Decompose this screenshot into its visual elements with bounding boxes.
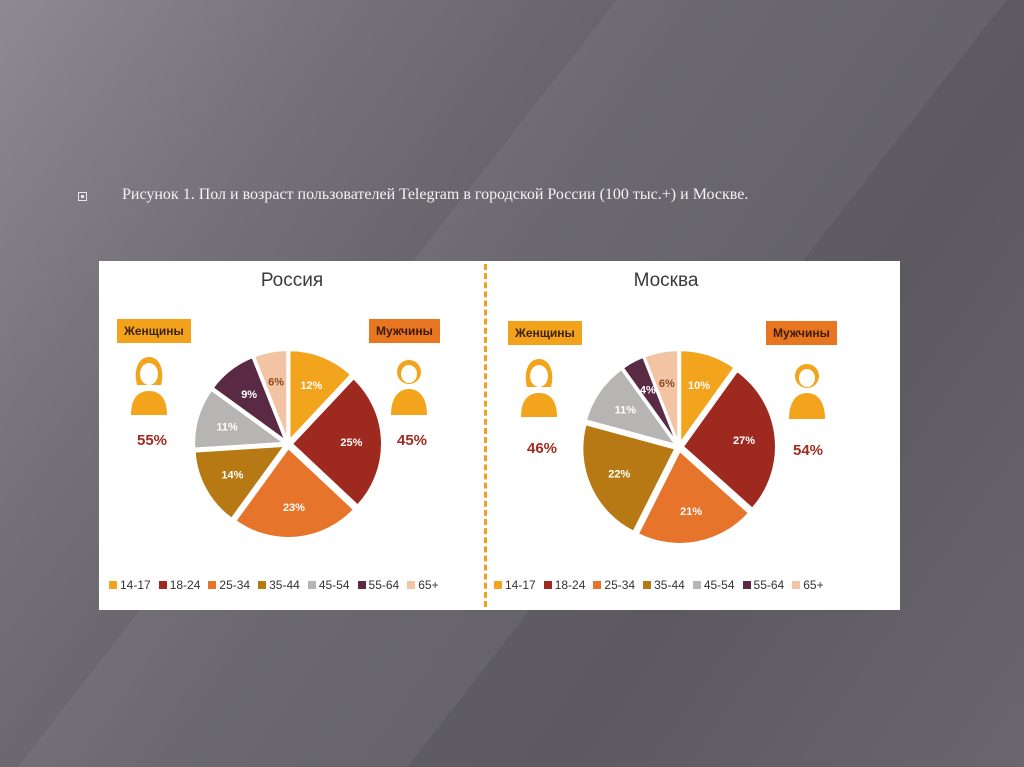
legend-label: 35-44	[654, 578, 685, 592]
legend-item-45-54: 45-54	[692, 578, 735, 592]
pie-slice-label: 9%	[241, 389, 257, 401]
women-percent-moscow: 46%	[527, 440, 558, 457]
legend-label: 55-64	[368, 578, 400, 592]
legend-swatch	[109, 581, 117, 589]
legend-label: 14-17	[120, 578, 151, 592]
pie-slice-label: 11%	[216, 421, 238, 433]
legend-item-35-44: 35-44	[258, 578, 300, 592]
man-icon	[789, 364, 825, 419]
pie-chart-moscow: 10% 27% 21% 22% 11%4%6%	[581, 349, 777, 545]
pie-slice-label: 12%	[300, 380, 322, 392]
pie-slice-14-17	[288, 349, 353, 443]
legend-swatch	[494, 581, 502, 589]
legend-item-45-54: 45-54	[307, 578, 350, 592]
men-percent-russia: 45%	[397, 432, 428, 449]
man-icon	[391, 360, 427, 415]
pie-slice-label: 23%	[283, 502, 305, 514]
legend-swatch	[742, 581, 751, 589]
legend-item-35-44: 35-44	[643, 578, 685, 592]
pie-slice-14-17	[679, 349, 736, 447]
dashed-divider	[484, 264, 487, 607]
legend-item-65+: 65+	[792, 578, 824, 592]
woman-icon	[521, 359, 557, 417]
pie-slice-label: 14%	[221, 470, 243, 482]
legend-item-14-17: 14-17	[494, 578, 536, 592]
legend-swatch	[307, 581, 316, 589]
women-badge-russia: Женщины	[117, 319, 191, 343]
legend-item-65+: 65+	[407, 578, 439, 592]
pie-slice-label: 25%	[340, 437, 362, 449]
pie-slice-65+	[643, 349, 680, 444]
legend-swatch	[208, 581, 217, 589]
legend-label: 35-44	[269, 578, 300, 592]
pie-slice-18-24	[290, 376, 383, 507]
legend-swatch	[792, 581, 801, 589]
figure-image: Россия Женщины Мужчины 55% 45% 12% 25% 23%…	[99, 261, 900, 610]
pie-slice-55-64	[621, 355, 679, 445]
legend-item-18-24: 18-24	[543, 578, 586, 592]
legend-label: 18-24	[554, 578, 586, 592]
men-percent-moscow: 54%	[793, 442, 824, 459]
legend-swatch	[357, 581, 366, 589]
woman-icon	[131, 357, 167, 415]
pie-chart-russia: 12% 25% 23% 14% 11% 9% 6%	[193, 349, 383, 539]
pie-slice-label: 22%	[608, 469, 630, 481]
men-badge-moscow: Мужчины	[766, 321, 837, 345]
legend-item-55-64: 55-64	[357, 578, 400, 592]
pie-slice-label: 6%	[659, 378, 675, 390]
pie-slice-label: 27%	[733, 435, 755, 447]
legend-label: 14-17	[505, 578, 536, 592]
women-percent-russia: 55%	[137, 432, 168, 449]
pie-slice-65+	[252, 349, 289, 441]
pie-slice-label: 6%	[268, 377, 284, 389]
legend-swatch	[692, 581, 701, 589]
chart-title-russia: Россия	[260, 270, 324, 291]
legend-item-14-17: 14-17	[109, 578, 151, 592]
pie-slice-25-34	[636, 449, 751, 545]
legend-item-55-64: 55-64	[742, 578, 785, 592]
legend-item-18-24: 18-24	[158, 578, 201, 592]
legend-item-25-34: 25-34	[593, 578, 635, 592]
figure-caption: Рисунок 1. Пол и возраст пользователей T…	[122, 186, 749, 203]
legend-russia: 14-17 18-24 25-34 35-44 45-54 55-64 65+	[109, 578, 447, 592]
square-bullet-icon	[78, 192, 87, 201]
legend-label: 55-64	[753, 578, 785, 592]
pie-slice-label: 10%	[688, 380, 710, 392]
pie-slice-label: 21%	[680, 506, 702, 518]
caption-line: Рисунок 1. Пол и возраст пользователей T…	[78, 186, 978, 214]
pie-slice-45-54	[584, 367, 679, 447]
legend-moscow: 14-17 18-24 25-34 35-44 45-54 55-64 65+	[494, 578, 832, 592]
legend-swatch	[643, 581, 652, 589]
legend-swatch	[407, 581, 416, 589]
pie-slice-35-44	[581, 423, 677, 534]
legend-label: 65+	[803, 578, 824, 592]
legend-swatch	[258, 581, 267, 589]
men-badge-russia: Мужчины	[369, 319, 440, 343]
legend-swatch	[158, 581, 167, 589]
legend-swatch	[593, 581, 602, 589]
legend-swatch	[543, 581, 552, 589]
legend-label: 25-34	[604, 578, 636, 592]
pie-slice-45-54	[193, 388, 287, 450]
legend-label: 65+	[418, 578, 439, 592]
chart-title-moscow: Москва	[633, 270, 699, 291]
pie-slice-35-44	[193, 444, 287, 521]
pie-slice-18-24	[681, 369, 777, 511]
pie-slice-label: 11%	[615, 405, 637, 417]
legend-label: 45-54	[703, 578, 735, 592]
pie-slice-25-34	[234, 446, 356, 539]
pie-slice-55-64	[211, 355, 288, 444]
legend-label: 18-24	[169, 578, 201, 592]
legend-label: 45-54	[318, 578, 350, 592]
women-badge-moscow: Женщины	[508, 321, 582, 345]
legend-label: 25-34	[219, 578, 251, 592]
legend-item-25-34: 25-34	[208, 578, 250, 592]
pie-slice-label: 4%	[640, 385, 656, 397]
